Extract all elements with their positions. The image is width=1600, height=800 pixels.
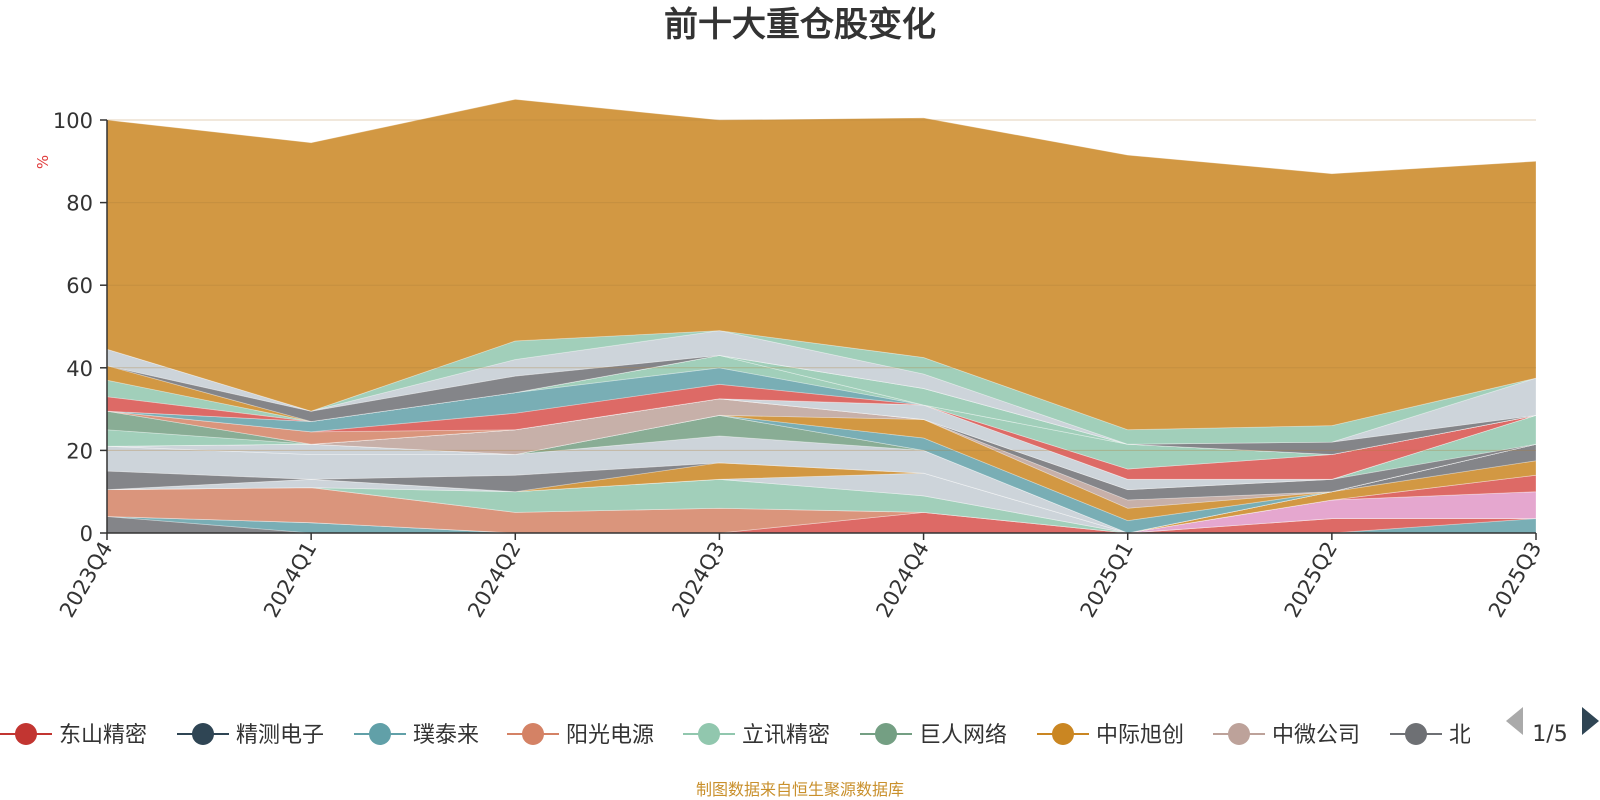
legend-marker-icon [1405, 723, 1427, 745]
y-axis-label: % [34, 155, 52, 169]
y-tick-label: 0 [80, 522, 93, 546]
x-tick-label: 2025Q2 [1280, 538, 1342, 622]
legend-item[interactable]: 立讯精密 [683, 723, 830, 748]
legend-marker-icon [369, 723, 391, 745]
chart-title: 前十大重仓股变化 [664, 5, 936, 45]
legend-marker-icon [698, 723, 720, 745]
legend-label: 璞泰来 [413, 723, 479, 748]
legend-label: 中际旭创 [1096, 723, 1184, 748]
legend-label: 东山精密 [59, 723, 147, 748]
x-tick-label: 2024Q1 [259, 538, 321, 622]
legend-item[interactable]: 璞泰来 [354, 723, 479, 748]
legend-label: 精测电子 [236, 723, 324, 748]
x-tick-label: 2025Q3 [1484, 538, 1546, 622]
x-tick-label: 2025Q1 [1076, 538, 1138, 622]
legend-item[interactable]: 巨人网络 [860, 723, 1007, 748]
area-series-20 [106, 398, 1537, 491]
legend-label: 立讯精密 [742, 723, 830, 748]
data-source-note: 制图数据来自恒生聚源数据库 [696, 780, 904, 799]
area-series-6 [106, 487, 1537, 534]
legend-item[interactable]: 中际旭创 [1037, 723, 1184, 748]
y-tick-label: 40 [66, 357, 93, 381]
legend-item[interactable]: 阳光电源 [507, 723, 654, 748]
area-series-26 [106, 355, 1537, 455]
area-series-28 [106, 355, 1537, 455]
legend-label: 中微公司 [1272, 723, 1360, 748]
legend-next-page-icon[interactable] [1582, 707, 1599, 735]
legend-item[interactable]: 北方华创 [1390, 723, 1537, 748]
y-tick-label: 100 [53, 109, 93, 133]
legend-label: 阳光电源 [566, 723, 654, 748]
legend-label: 北方华创 [1449, 723, 1537, 748]
area-series-10 [106, 460, 1537, 534]
legend-prev-page-icon[interactable] [1506, 707, 1523, 735]
grid-lines [107, 119, 1536, 451]
area-series-19 [106, 398, 1537, 491]
y-tick-label: 60 [66, 274, 93, 298]
legend-item[interactable]: 东山精密 [0, 723, 147, 748]
legend: 东山精密 精测电子 璞泰来 阳光电源 立讯精密 巨人网络 中际旭创 中微公司 北方华创 [0, 723, 1537, 748]
x-tick-label: 2024Q2 [463, 538, 525, 622]
area-series-group [106, 98, 1537, 534]
x-tick-label: 2023Q4 [55, 538, 117, 622]
legend-item[interactable]: 精测电子 [177, 723, 324, 748]
legend-pager: 1/5 [1506, 707, 1599, 747]
x-tick-label: 2024Q3 [667, 538, 729, 622]
area-series-27 [106, 355, 1537, 455]
legend-page-indicator: 1/5 [1532, 722, 1567, 747]
legend-marker-icon [192, 723, 214, 745]
x-tick-label: 2024Q4 [871, 538, 933, 622]
legend-marker-icon [1052, 723, 1074, 745]
y-tick-label: 20 [66, 439, 93, 463]
area-series-30 [106, 330, 1537, 445]
legend-label: 巨人网络 [919, 723, 1007, 748]
legend-marker-icon [875, 723, 897, 745]
area-series-32 [106, 98, 1537, 431]
legend-item[interactable]: 中微公司 [1213, 723, 1360, 748]
legend-marker-icon [522, 723, 544, 745]
legend-marker-icon [1228, 723, 1250, 745]
y-tick-label: 80 [66, 192, 93, 216]
area-series-11 [106, 443, 1537, 534]
area-series-8 [106, 474, 1537, 534]
legend-marker-icon [15, 723, 37, 745]
area-series-12 [106, 435, 1537, 534]
